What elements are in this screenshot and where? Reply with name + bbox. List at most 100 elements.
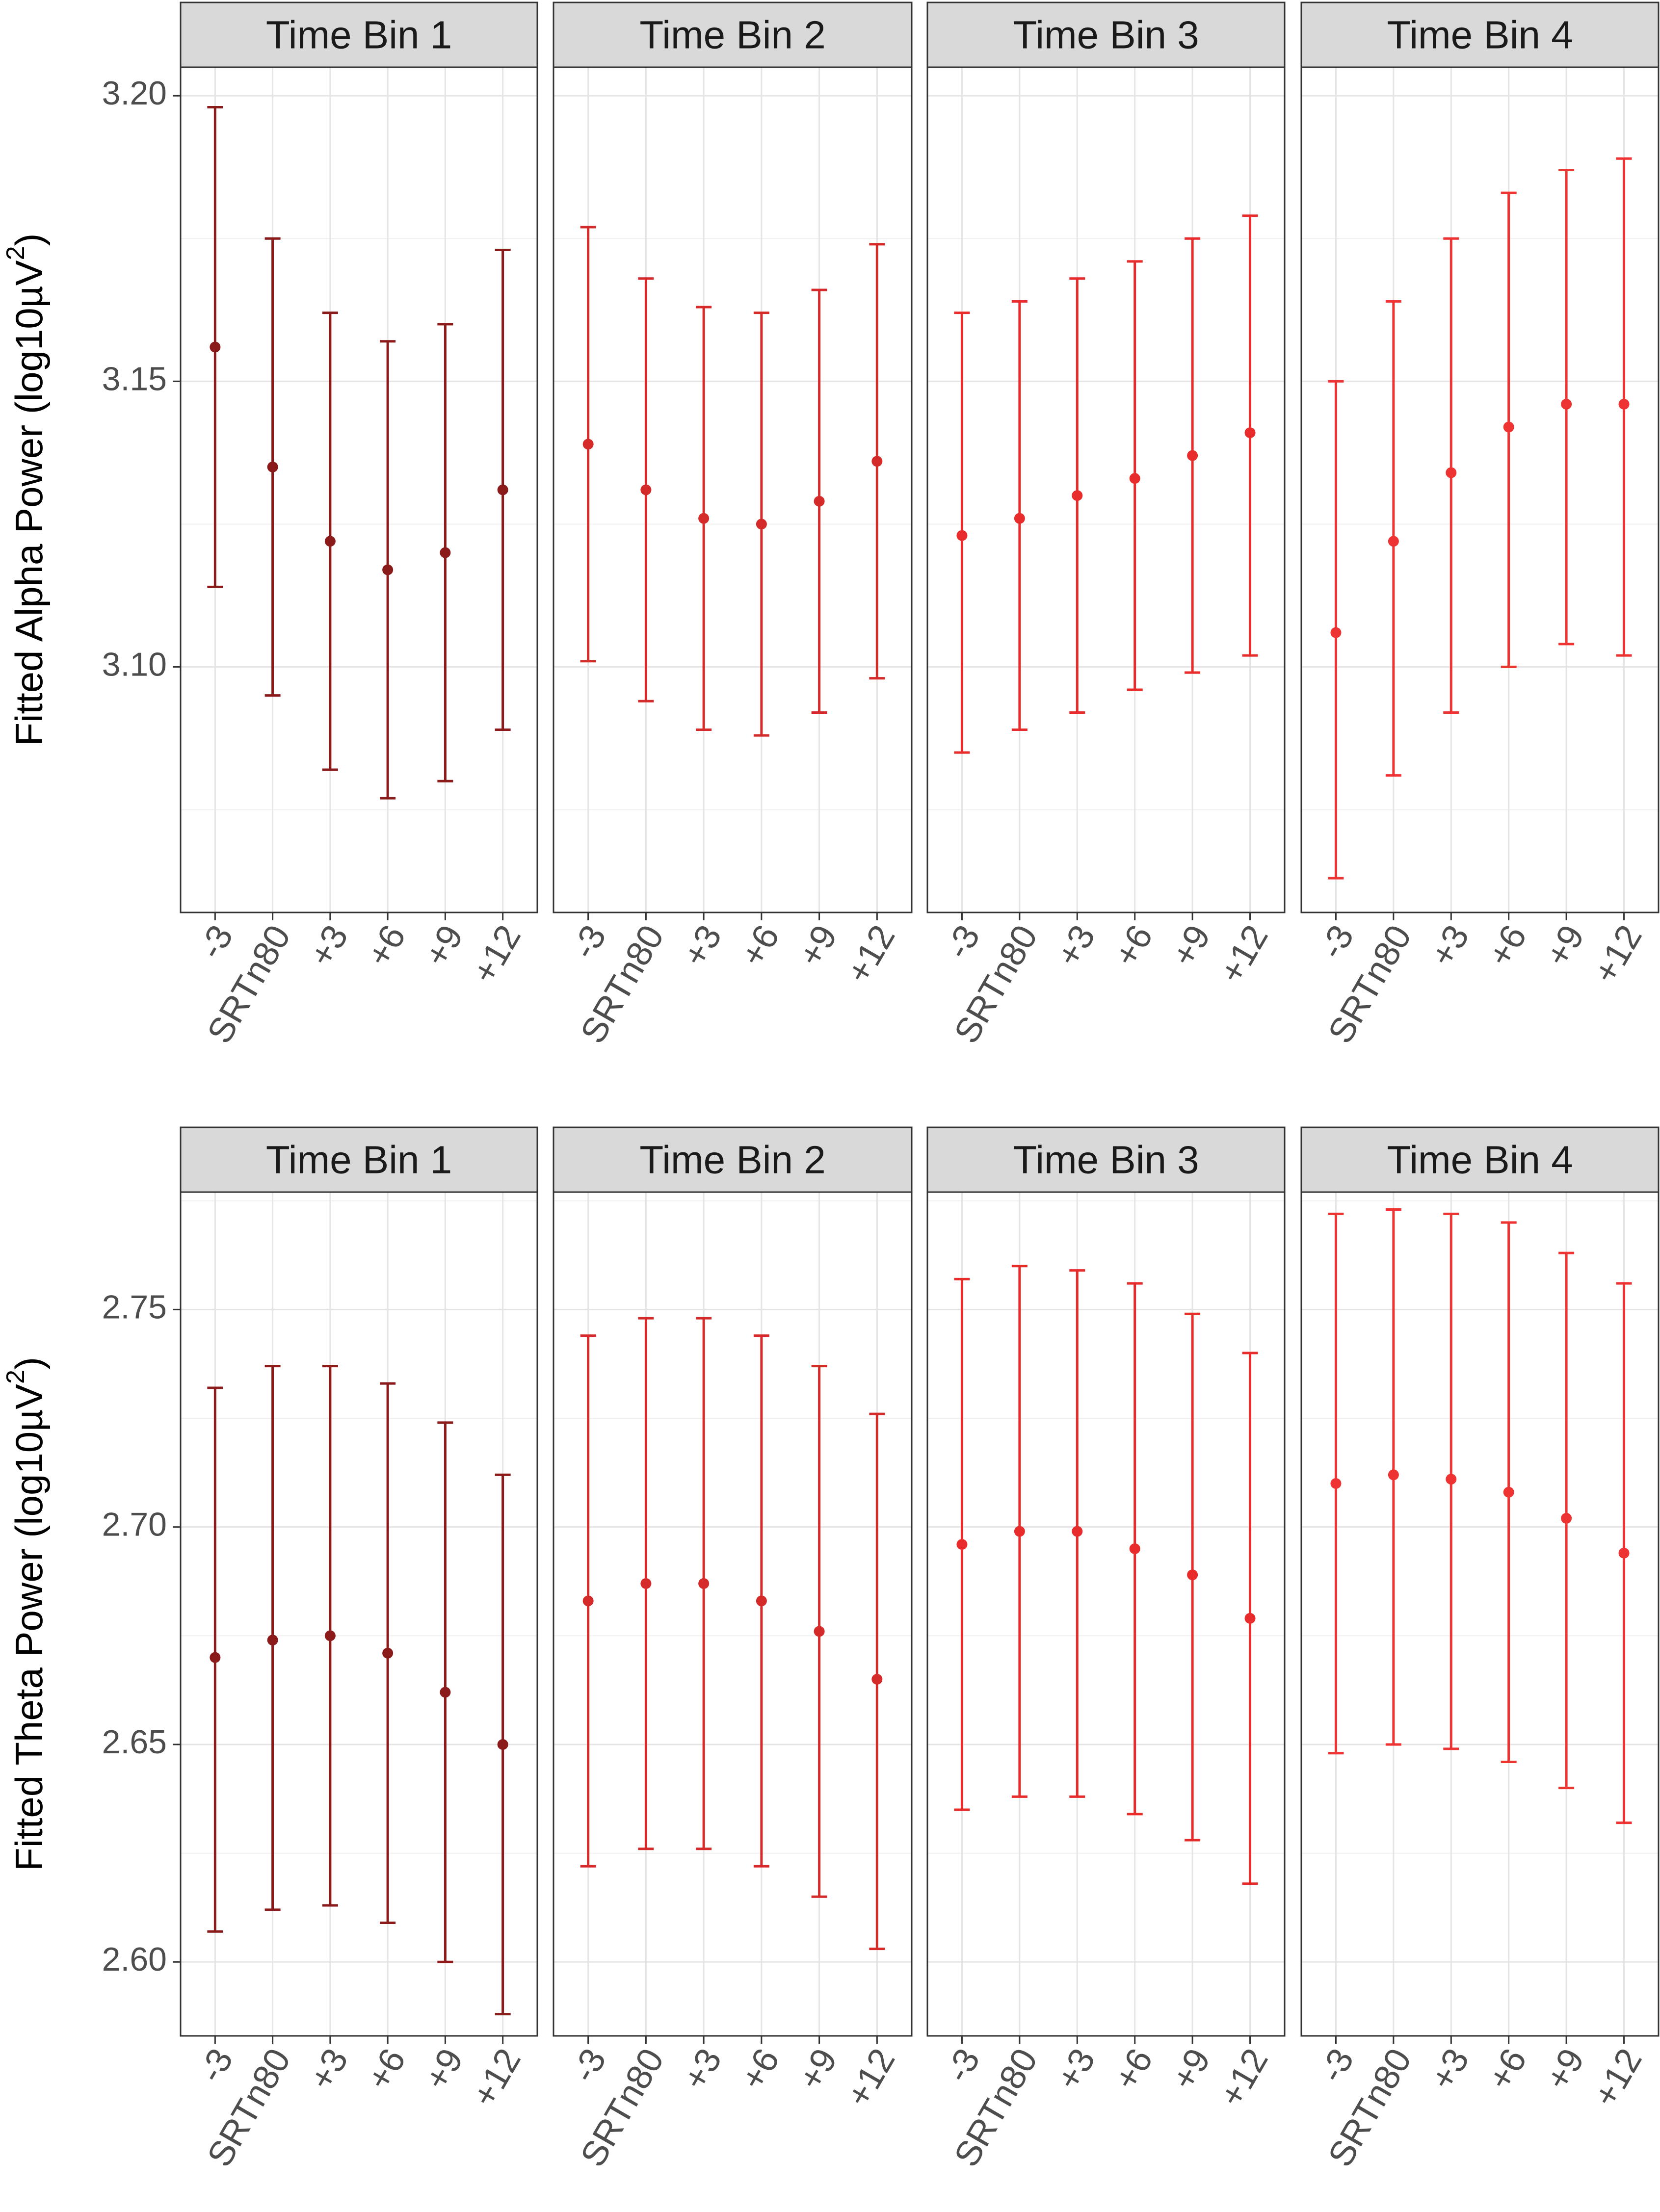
data-point (497, 484, 508, 495)
panel-background (1301, 1192, 1659, 2036)
errorbar-+3 (696, 1317, 712, 1850)
errorbar--3 (1328, 1212, 1344, 1755)
data-point (1388, 1469, 1399, 1481)
data-point (756, 519, 767, 530)
data-point (1244, 1613, 1256, 1624)
panel-background (927, 67, 1285, 912)
panel-border (926, 66, 1286, 913)
data-point (1330, 627, 1342, 638)
y-tick-label: 2.60 (102, 1941, 167, 1978)
panel-background (1301, 67, 1659, 912)
errorbar-+3 (696, 306, 712, 731)
panel-background (553, 1192, 912, 2036)
data-point (640, 484, 652, 495)
errorbar-+9 (1558, 169, 1575, 646)
data-point (1129, 473, 1140, 484)
errorbar-SRTn80 (264, 237, 281, 697)
errorbar-+3 (322, 1365, 338, 1907)
data-point (1561, 398, 1572, 410)
errorbar-+9 (1185, 1312, 1201, 1842)
errorbar-+3 (1069, 277, 1085, 714)
data-point (1618, 1547, 1630, 1559)
errorbar--3 (954, 1277, 970, 1811)
errorbar-+9 (1558, 1251, 1575, 1790)
errorbar-+12 (869, 1412, 885, 1951)
y-axis-title-superscript: 2 (1, 1370, 30, 1384)
errorbar--3 (1328, 380, 1344, 880)
data-point (1072, 490, 1083, 501)
facet-strip-title: Time Bin 2 (639, 1138, 825, 1182)
y-tick-label: 2.75 (102, 1288, 167, 1326)
errorbar-+12 (495, 1473, 511, 2016)
chart-row-2: Fitted Theta Power (log10µV2) 2.60 2.65 2.7… (1, 1126, 1660, 2173)
errorbar-SRTn80 (1385, 1208, 1401, 1746)
errorbar-+9 (811, 288, 827, 714)
y-tick-label: 2.65 (102, 1723, 167, 1761)
data-point (1446, 467, 1457, 478)
errorbar-+9 (437, 1421, 453, 1963)
data-point (698, 513, 710, 524)
errorbar-+6 (1127, 1282, 1143, 1816)
panel-background (181, 67, 537, 912)
facet-strip (180, 1, 538, 68)
facet-strip (926, 1, 1286, 68)
errorbar-+3 (1069, 1269, 1085, 1798)
data-point (210, 341, 221, 353)
y-axis-title: Fitted Alpha Power (log10µV2) (1, 233, 51, 746)
facet-strip (1300, 1126, 1660, 1193)
facet-strip-title: Time Bin 4 (1387, 1138, 1573, 1182)
data-point (440, 547, 451, 558)
facet-strip (553, 1126, 913, 1193)
y-tick-label: 3.20 (102, 75, 167, 112)
errorbar-SRTn80 (1385, 300, 1401, 777)
data-point (871, 456, 883, 467)
errorbar-+6 (380, 1382, 396, 1924)
data-point (1503, 1486, 1514, 1498)
panel-background (927, 1192, 1285, 2036)
data-point (640, 1578, 652, 1589)
errorbar--3 (954, 312, 970, 754)
errorbar-SRTn80 (1011, 300, 1028, 731)
errorbar-SRTn80 (638, 1317, 654, 1850)
y-tick-label: 3.10 (102, 646, 167, 683)
data-point (210, 1652, 221, 1663)
errorbar-SRTn80 (264, 1365, 281, 1911)
errorbar-+12 (1616, 1282, 1632, 1824)
panel-background (181, 1192, 537, 2036)
data-point (267, 461, 278, 472)
panel-border (553, 66, 913, 913)
panel-border (180, 1191, 538, 2037)
data-point (698, 1578, 710, 1589)
facet-strip-title: Time Bin 3 (1013, 1138, 1199, 1182)
data-point (1014, 513, 1025, 524)
errorbar-+9 (1185, 237, 1201, 674)
data-point (1503, 421, 1514, 433)
errorbar--3 (207, 1386, 223, 1933)
data-point (440, 1687, 451, 1698)
data-point (1618, 398, 1630, 410)
facet-strip-title: Time Bin 1 (266, 1138, 452, 1182)
errorbar-+3 (1443, 237, 1459, 714)
errorbar-+3 (322, 312, 338, 771)
facet-strip (926, 1126, 1286, 1193)
data-point (1330, 1478, 1342, 1489)
errorbar-+3 (1443, 1212, 1459, 1750)
errorbar-+12 (495, 249, 511, 731)
y-tick-label: 3.15 (102, 360, 167, 397)
facet-strip-title: Time Bin 1 (266, 13, 452, 57)
data-point (756, 1595, 767, 1607)
errorbar--3 (580, 1334, 596, 1868)
data-point (956, 1539, 968, 1550)
data-point (1187, 1569, 1198, 1581)
errorbar-+9 (811, 1365, 827, 1898)
data-point (1072, 1526, 1083, 1537)
data-point (1388, 536, 1399, 547)
data-point (1129, 1543, 1140, 1555)
y-axis-title-main: Fitted Alpha Power (log10µV (7, 260, 51, 746)
data-point (1446, 1474, 1457, 1485)
